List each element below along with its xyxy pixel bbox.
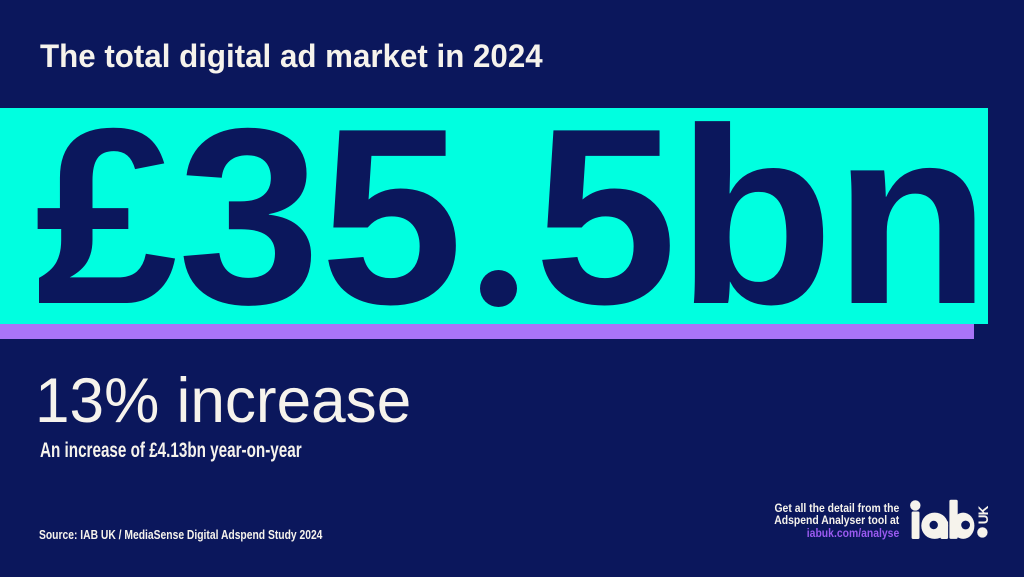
svg-text:UK: UK	[976, 505, 991, 524]
